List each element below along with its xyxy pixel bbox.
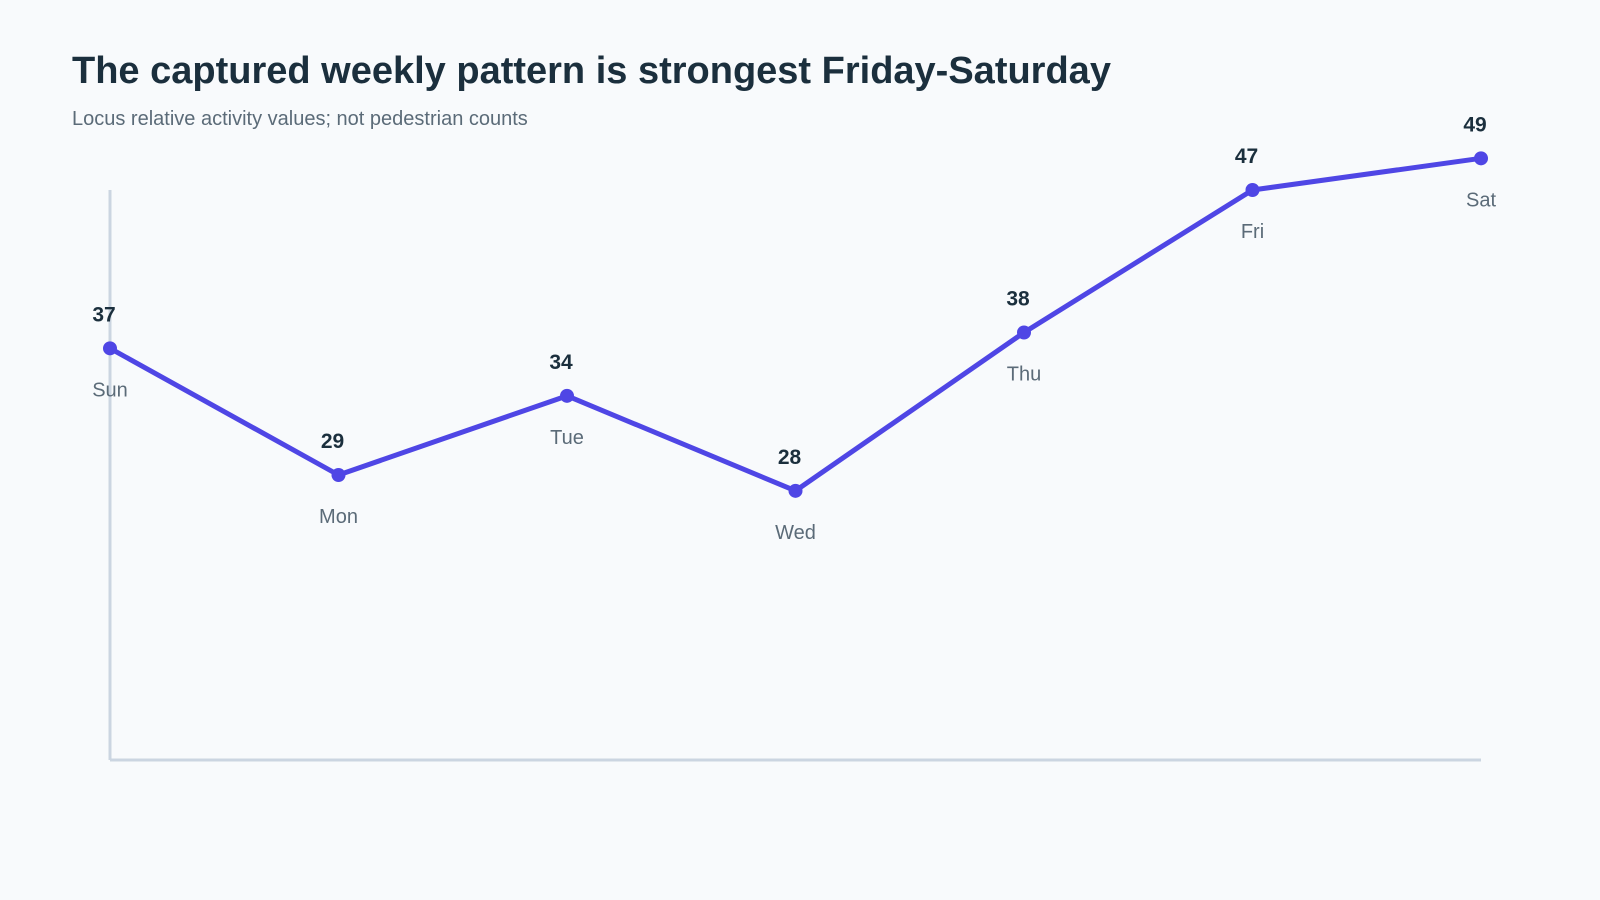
labels-layer: 37 29 34 28 38 47 49 Sun Mon Tue Wed Thu Fri Sat xyxy=(92,113,1496,544)
category-label-fri: Fri xyxy=(1241,221,1264,243)
value-label-sat: 49 xyxy=(1463,113,1486,136)
data-point-mon xyxy=(331,468,346,482)
points-layer xyxy=(103,151,1488,498)
series-line xyxy=(107,155,1484,494)
value-label-tue: 34 xyxy=(549,351,573,374)
value-label-wed: 28 xyxy=(778,446,802,469)
value-label-fri: 47 xyxy=(1235,145,1258,168)
category-label-thu: Thu xyxy=(1007,364,1041,386)
value-label-thu: 38 xyxy=(1006,288,1030,311)
data-point-sat xyxy=(1474,151,1488,166)
data-point-tue xyxy=(560,388,574,403)
category-label-sat: Sat xyxy=(1466,189,1496,211)
category-label-wed: Wed xyxy=(775,522,816,544)
chart-subtitle: Locus relative activity values; not pede… xyxy=(72,108,528,130)
category-label-mon: Mon xyxy=(319,506,358,528)
series-layer xyxy=(107,155,1484,494)
value-label-mon: 29 xyxy=(321,430,344,453)
data-point-thu xyxy=(1017,325,1031,340)
data-point-sun xyxy=(103,341,117,356)
category-label-tue: Tue xyxy=(550,427,584,449)
data-point-wed xyxy=(788,483,803,498)
value-label-sun: 37 xyxy=(92,303,115,326)
data-point-fri xyxy=(1245,183,1260,197)
chart-title: The captured weekly pattern is strongest… xyxy=(72,50,1111,92)
category-label-sun: Sun xyxy=(92,379,128,401)
